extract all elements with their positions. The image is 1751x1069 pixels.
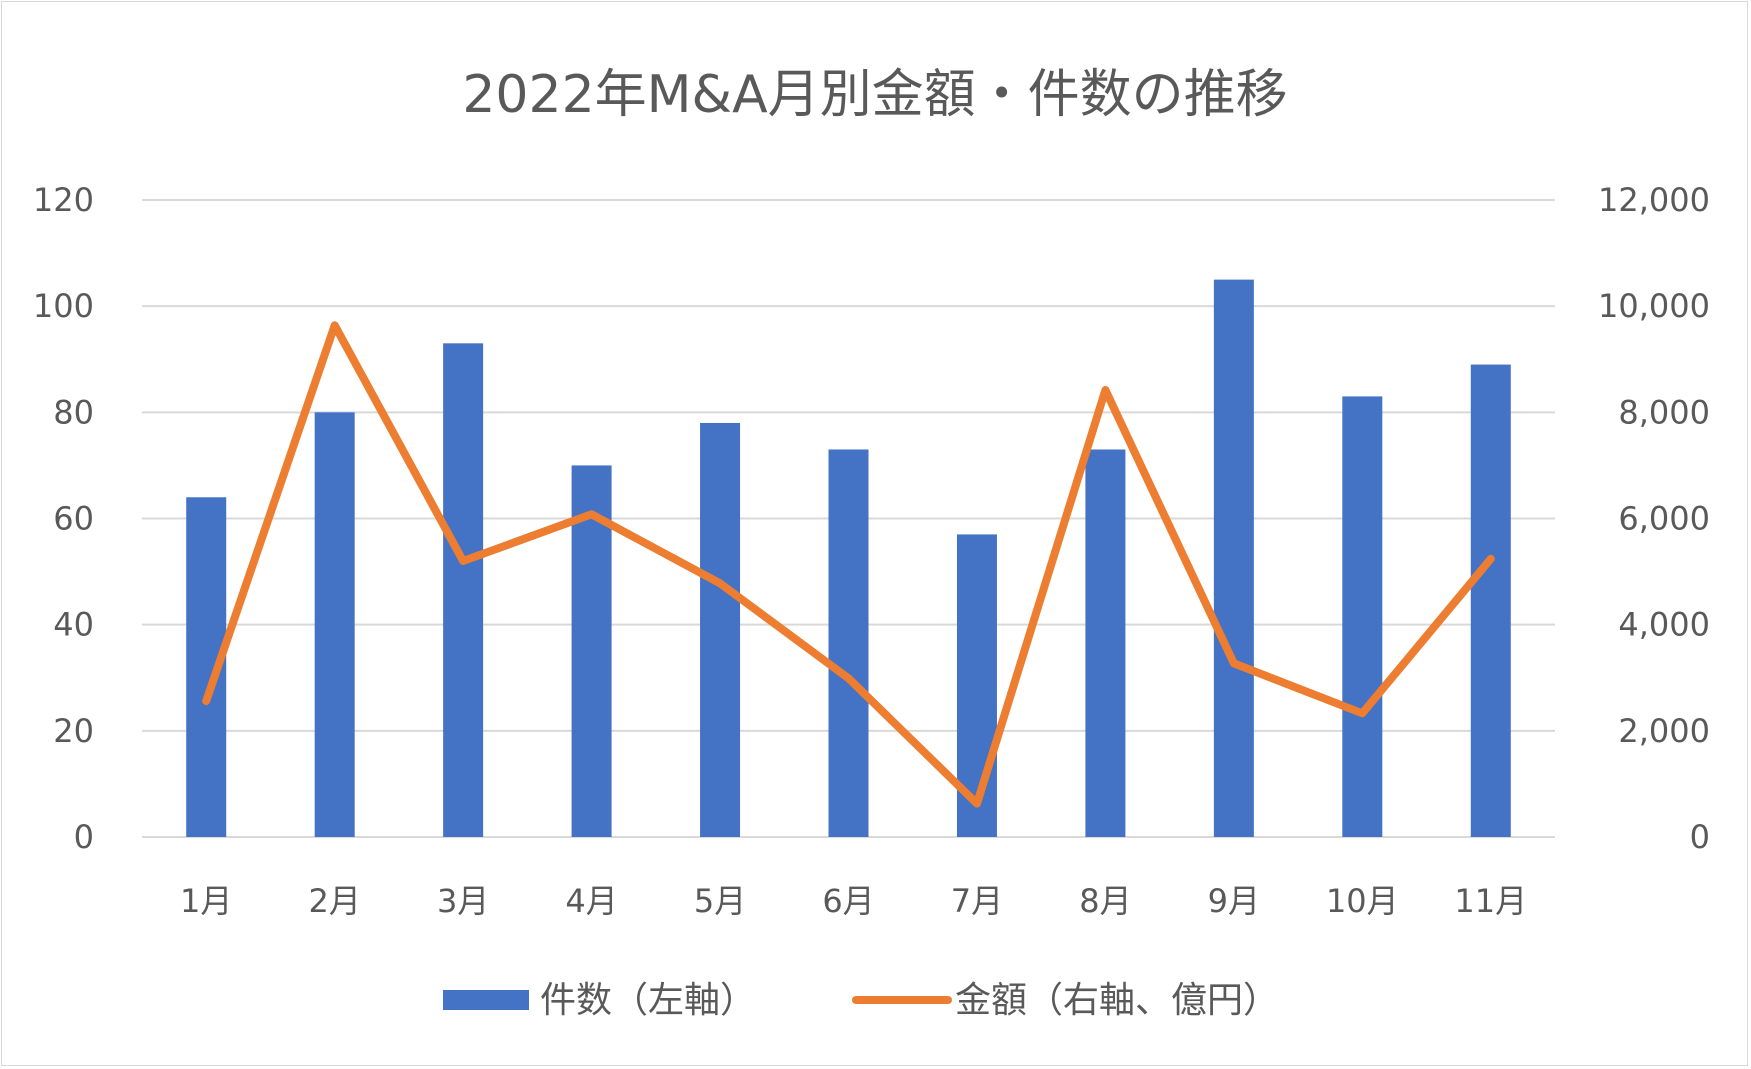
x-tick-label: 11月 [1454, 882, 1527, 920]
legend-line-label: 金額（右軸、億円） [955, 980, 1279, 1021]
right-tick-label: 0 [1690, 818, 1710, 856]
right-tick-label: 8,000 [1618, 393, 1710, 431]
bar-series [186, 279, 1511, 837]
right-tick-label: 4,000 [1618, 606, 1710, 644]
x-tick-label: 2月 [308, 882, 360, 920]
x-tick-label: 9月 [1208, 882, 1260, 920]
bar [700, 422, 741, 837]
bar [314, 412, 355, 837]
gridlines [142, 199, 1555, 838]
right-axis: 0 2,000 4,000 6,000 8,000 10,000 12,000 [1598, 181, 1710, 856]
bar [1470, 364, 1511, 837]
x-axis: 1月 2月 3月 4月 5月 6月 7月 8月 9月 10月 11月 [180, 882, 1527, 920]
line-point [1104, 389, 1107, 392]
x-tick-label: 10月 [1326, 882, 1399, 920]
bar [443, 343, 484, 837]
x-tick-label: 5月 [694, 882, 746, 920]
left-tick-label: 40 [53, 606, 94, 644]
x-tick-label: 7月 [951, 882, 1003, 920]
line-point [333, 324, 336, 327]
right-tick-label: 10,000 [1598, 287, 1710, 325]
line-point [719, 582, 722, 585]
line-point [975, 802, 978, 805]
legend-bar-swatch [443, 990, 529, 1010]
left-tick-label: 100 [33, 287, 94, 325]
left-tick-label: 80 [53, 393, 94, 431]
chart-title: 2022年M&A月別金額・件数の推移 [462, 65, 1287, 125]
line-point [1489, 557, 1492, 560]
line-point [462, 559, 465, 562]
bar [1213, 279, 1254, 837]
line-point [590, 513, 593, 516]
right-tick-label: 6,000 [1618, 500, 1710, 538]
x-tick-label: 1月 [180, 882, 232, 920]
right-tick-label: 2,000 [1618, 712, 1710, 750]
left-axis: 0 20 40 60 80 100 120 [33, 181, 94, 856]
line-point [205, 700, 208, 703]
x-tick-label: 8月 [1079, 882, 1131, 920]
left-tick-label: 60 [53, 500, 94, 538]
bar [1342, 396, 1383, 837]
x-tick-label: 6月 [822, 882, 874, 920]
line-point [1361, 712, 1364, 715]
x-tick-label: 3月 [437, 882, 489, 920]
bar [828, 449, 869, 837]
x-tick-label: 4月 [565, 882, 617, 920]
bar [1085, 449, 1126, 837]
left-tick-label: 20 [53, 712, 94, 750]
legend: 件数（左軸） 金額（右軸、億円） [443, 980, 1279, 1021]
line-series [202, 321, 1495, 808]
legend-bar-label: 件数（左軸） [540, 980, 756, 1021]
left-tick-label: 120 [33, 181, 94, 219]
left-tick-label: 0 [74, 818, 94, 856]
line-point [847, 677, 850, 680]
bar [571, 465, 612, 837]
line-point [1232, 662, 1235, 665]
right-tick-label: 12,000 [1598, 181, 1710, 219]
